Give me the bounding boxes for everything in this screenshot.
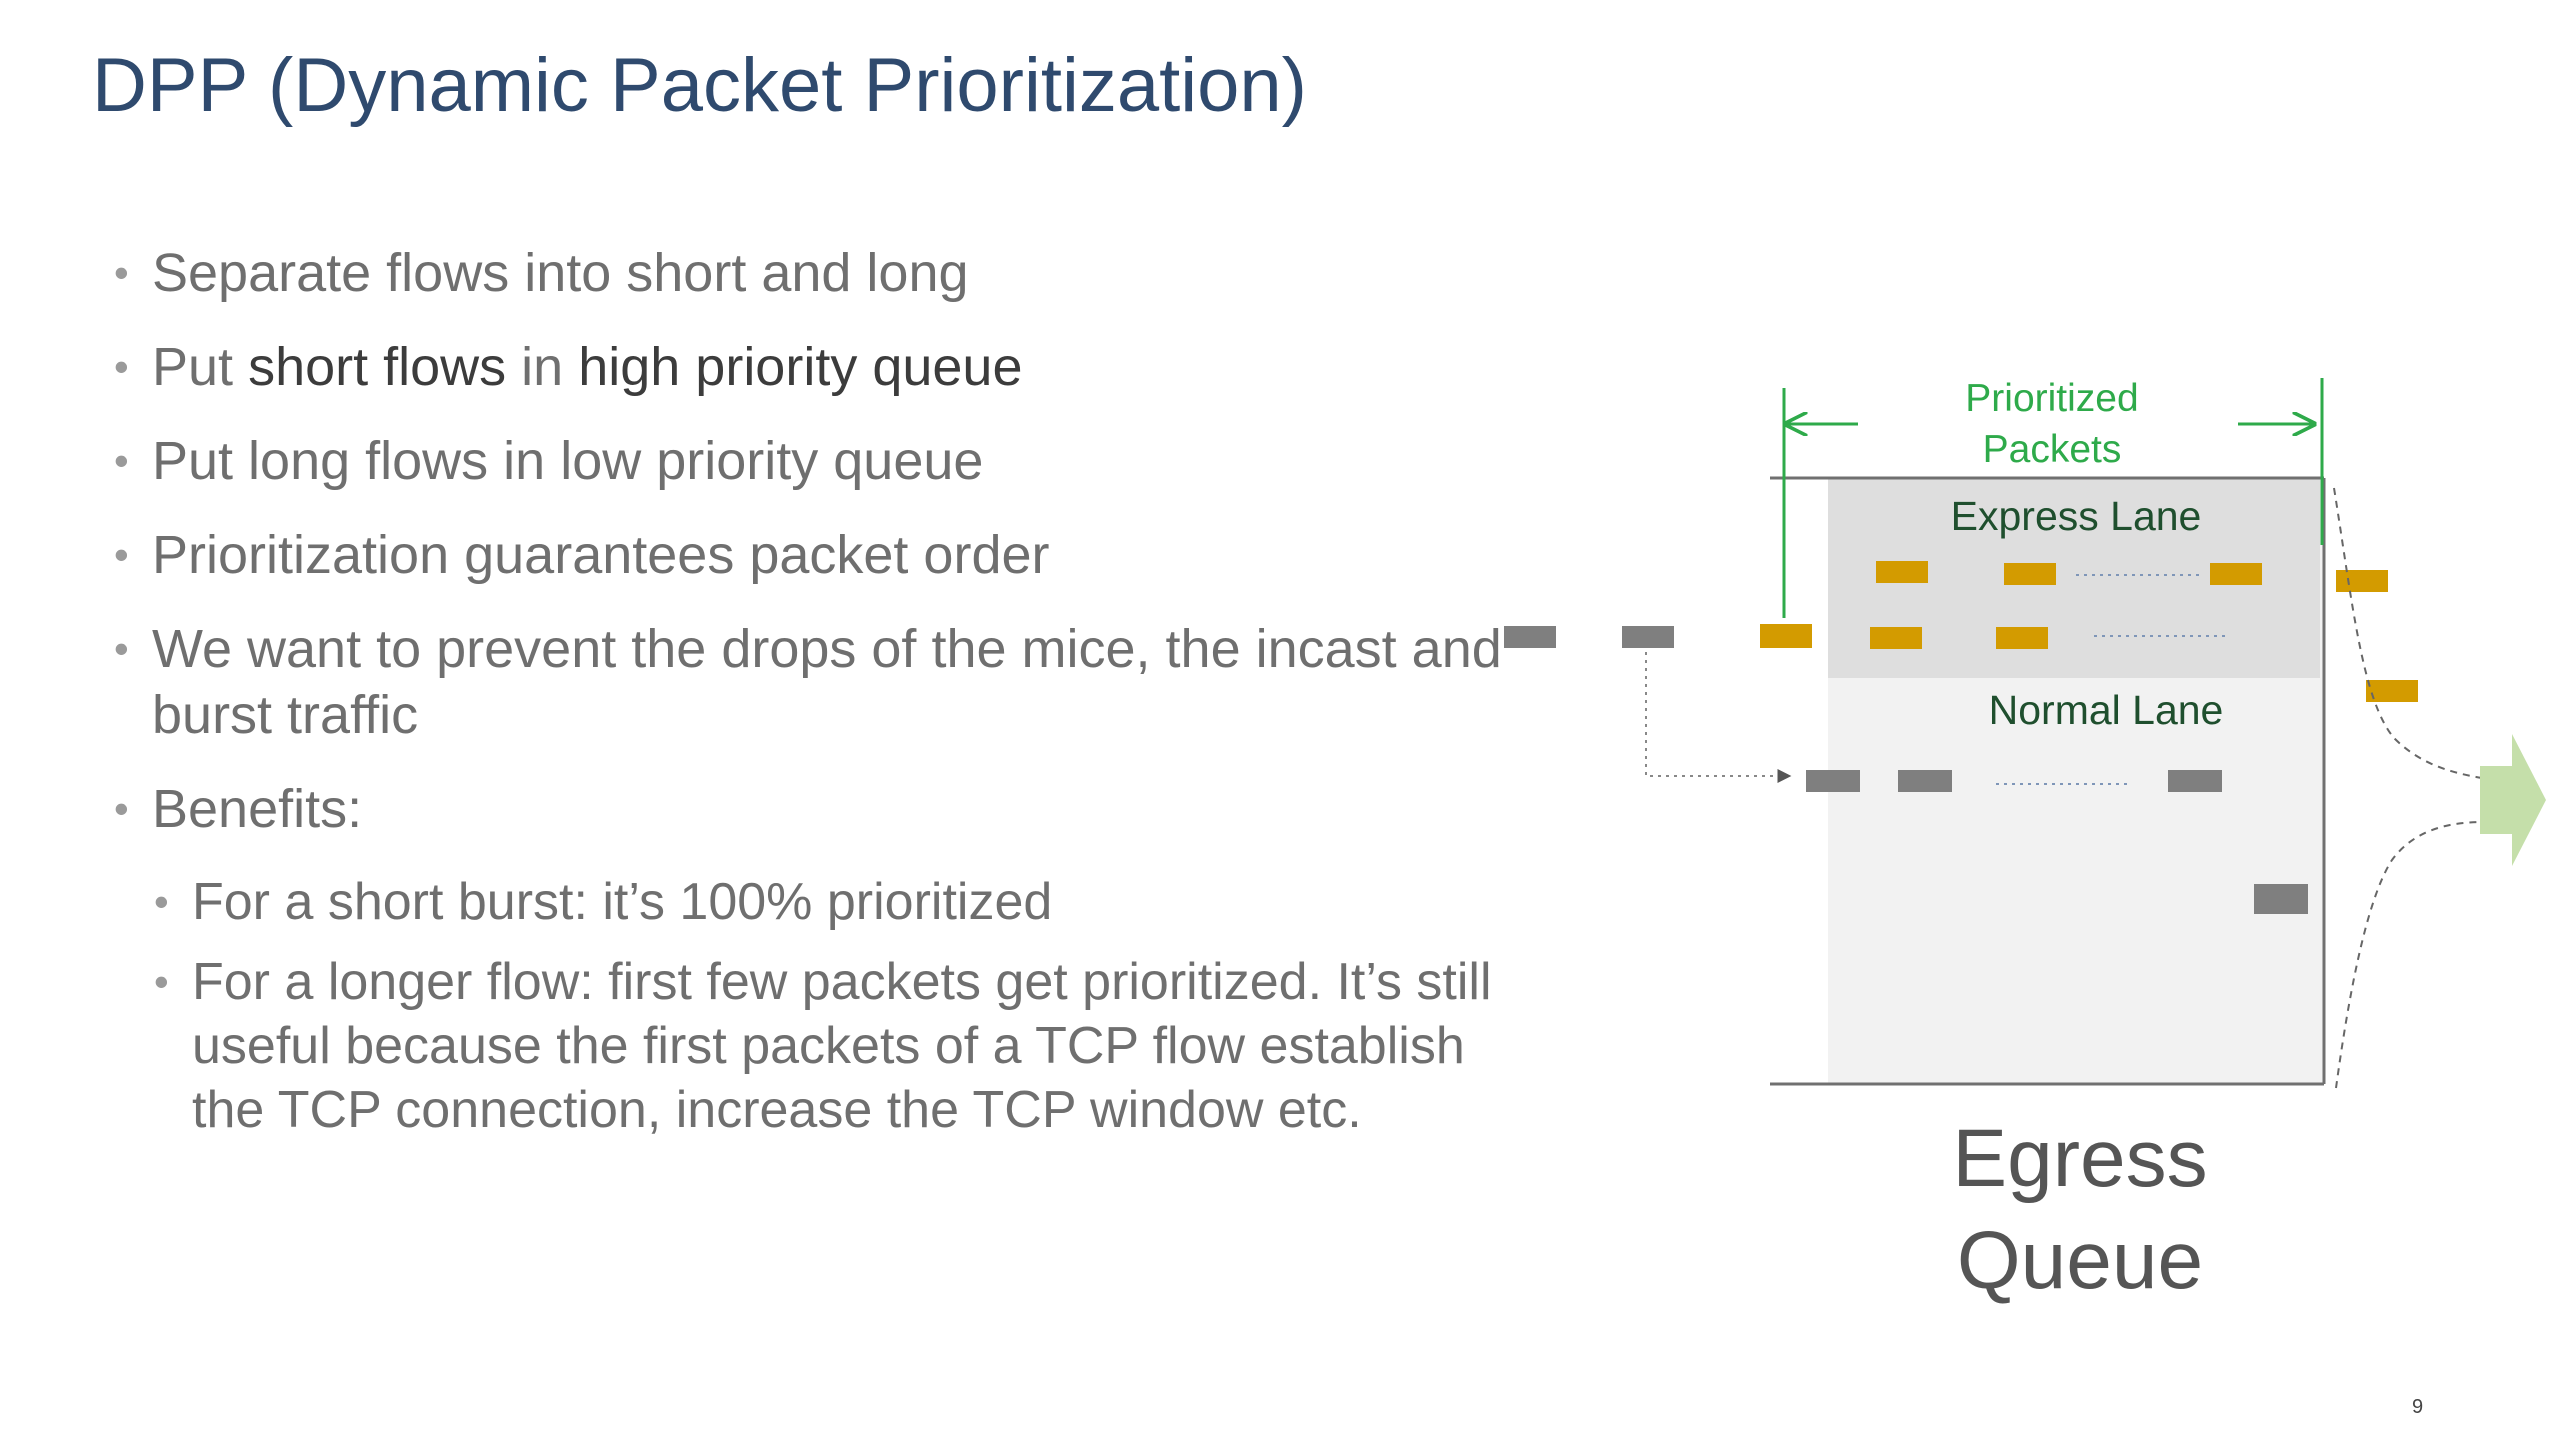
emphasis-short-flows: short flows [248,337,507,397]
express-packet [1996,627,2048,649]
prioritized-label-line1: Prioritized [1965,377,2138,420]
normal-packet-leaving [2254,884,2308,914]
slide-title: DPP (Dynamic Packet Prioritization) [92,43,1307,128]
outgoing-prioritized-packet [2366,680,2418,702]
express-packet [1876,561,1928,583]
express-packet [2210,563,2262,585]
incoming-prioritized-packet [1760,624,1812,648]
express-packet [2004,563,2056,585]
normal-packet [2168,770,2222,792]
outgoing-prioritized-packet [2336,570,2388,592]
sub-bullet-longer-flow: For a longer flow: first few packets get… [150,950,1510,1142]
normal-packet [1898,770,1952,792]
express-output-curve [2333,487,2483,779]
prioritized-label-line2: Packets [1983,428,2122,471]
normal-output-curve [2335,821,2485,1089]
egress-label-line1: Egress [1952,1113,2207,1204]
page-number: 9 [2412,1396,2424,1418]
sub-bullet-short-burst: For a short burst: it’s 100% prioritized [150,870,1510,934]
bullet-separate-flows: Separate flows into short and long [110,240,1510,306]
incoming-normal-packet [1504,626,1556,648]
bullet-benefits: Benefits: [110,776,1510,842]
output-arrow-icon [2480,734,2546,866]
emphasis-high-priority-queue: high priority queue [578,337,1023,397]
redirect-to-normal-lane-arrow [1645,652,1792,783]
express-packet [1870,627,1922,649]
egress-label-line2: Queue [1957,1215,2203,1306]
bullet-prevent-drops: We want to prevent the drops of the mice… [110,616,1510,748]
bullet-short-flows-high-priority: Put short flows in high priority queue [110,334,1510,400]
normal-packet [1806,770,1860,792]
bullet-packet-order: Prioritization guarantees packet order [110,522,1510,588]
express-lane-label: Express Lane [1951,493,2202,539]
bullet-list: Separate flows into short and long Put s… [110,240,1510,1158]
normal-lane-label: Normal Lane [1989,687,2224,733]
bullet-long-flows-low-priority: Put long flows in low priority queue [110,428,1510,494]
incoming-normal-packet [1622,626,1674,648]
